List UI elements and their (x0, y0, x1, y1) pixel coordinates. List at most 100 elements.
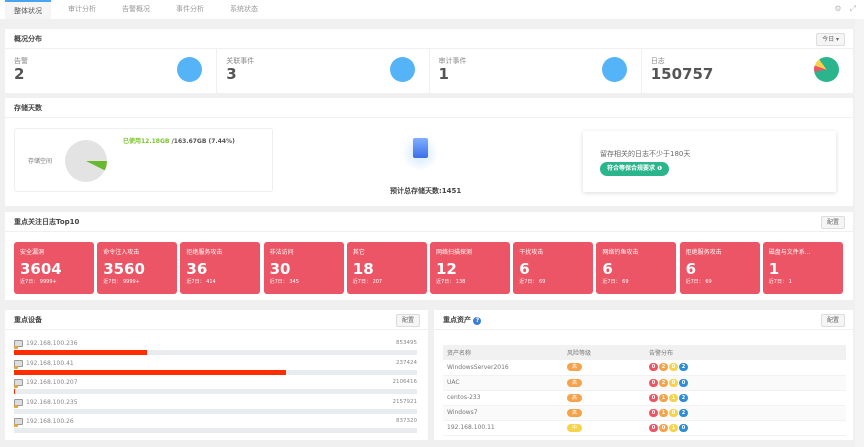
stat-value: 1 (438, 65, 449, 83)
tab-alerts[interactable]: 告警概况 (122, 5, 150, 13)
device-ip: 192.168.100.207 (26, 379, 78, 386)
alert-count-badge: 0 (669, 363, 678, 372)
alert-count-badge: 0 (649, 378, 658, 387)
table-row[interactable]: UAC 高 0 2 0 0 (443, 375, 846, 391)
overview-panel: 概况分布 今日 ▾ 告警 2 关联事件 3 审计事件 1 日志 150757 (5, 29, 853, 93)
column-header: 风险等级 (563, 345, 645, 360)
top10-card[interactable]: 命令注入攻击 3560 近7日： 9999+ (97, 242, 178, 294)
compliance-badge[interactable]: 符合等保合规要求 ❶ (600, 162, 670, 176)
stat-value: 2 (14, 65, 25, 83)
asset-name: 192.168.100.11 (443, 420, 563, 436)
tab-audit[interactable]: 审计分析 (68, 5, 96, 13)
alert-count-badge: 2 (679, 363, 688, 372)
pie-icon (177, 57, 203, 82)
expand-icon[interactable]: ⤢ (849, 4, 856, 13)
device-count: 237424 (396, 359, 417, 366)
table-row[interactable]: Windows7 高 0 1 0 2 (443, 405, 846, 421)
card-recent: 近7日： 414 (186, 279, 216, 285)
top10-card[interactable]: 磁盘与文件系... 1 近7日： 1 (762, 242, 843, 294)
top10-card[interactable]: 拒绝服务攻击 36 近7日： 414 (180, 242, 261, 294)
card-recent: 近7日： 69 (519, 279, 546, 285)
section-title: 重点资产 (443, 316, 471, 324)
card-value: 1 (768, 260, 780, 278)
stat-label: 审计事件 (438, 57, 467, 65)
card-recent: 近7日： 345 (269, 279, 299, 285)
table-row[interactable]: centos-233 高 0 1 1 2 (443, 390, 846, 406)
top10-card[interactable]: 干扰攻击 6 近7日： 69 (513, 242, 594, 294)
progress-track (14, 408, 417, 414)
retention-text: 留存相关的日志不少于180天 (600, 150, 691, 158)
tab-bar: 整体状况 审计分析 告警概况 事件分析 系统状态 (0, 0, 864, 19)
scrollbar[interactable] (855, 19, 864, 447)
asset-name: WindowsServer2016 (443, 360, 563, 376)
top10-card[interactable]: 网络钓鱼攻击 6 近7日： 69 (596, 242, 677, 294)
gear-icon[interactable]: ⚙ (834, 4, 842, 13)
card-value: 6 (519, 260, 530, 278)
top10-card[interactable]: 安全漏洞 3604 近7日： 9999+ (14, 242, 94, 294)
card-label: 安全漏洞 (20, 249, 45, 256)
assets-panel: 重点资产 ? 配置 资产名称 风险等级 告警分布 WindowsServer2016… (434, 310, 853, 440)
config-button[interactable]: 配置 (820, 314, 845, 327)
stat-audit-events[interactable]: 审计事件 1 (430, 49, 642, 93)
config-button[interactable]: 配置 (395, 314, 420, 327)
alert-count-badge: 0 (659, 423, 668, 432)
table-row[interactable]: 192.168.100.11 中 0 0 1 0 (443, 420, 846, 436)
tab-events[interactable]: 事件分析 (176, 5, 204, 13)
help-icon[interactable]: ? (473, 317, 482, 325)
pie-icon (814, 57, 839, 82)
top10-card[interactable]: 非法访问 30 近7日： 345 (263, 242, 344, 294)
device-icon (14, 398, 23, 408)
card-label: 非法访问 (269, 249, 294, 256)
alert-count-badge: 0 (649, 363, 658, 372)
stat-label: 日志 (650, 57, 665, 65)
device-row[interactable]: 192.168.100.235 2157921 (14, 398, 417, 418)
section-title: 存储天数 (14, 104, 42, 112)
device-count: 853495 (396, 340, 417, 346)
section-title: 重点设备 (14, 316, 42, 324)
range-dropdown[interactable]: 今日 ▾ (816, 33, 845, 46)
card-value: 36 (186, 260, 208, 278)
top10-card[interactable]: 拒绝服务攻击 6 近7日： 69 (679, 242, 760, 294)
risk-badge: 高 (567, 393, 582, 402)
device-row[interactable]: 192.168.100.41 237424 (14, 359, 417, 379)
tab-system[interactable]: 系统状态 (230, 5, 258, 13)
device-icon (14, 359, 23, 369)
assets-table: 资产名称 风险等级 告警分布 WindowsServer2016 高 0 2 0 2 UAC 高 0… (443, 345, 846, 436)
top10-card[interactable]: 网络扫描探测 12 近7日： 138 (430, 242, 510, 294)
stat-logs[interactable]: 日志 150757 (642, 49, 853, 93)
alert-count-badge: 1 (659, 408, 668, 417)
table-row[interactable]: WindowsServer2016 高 0 2 0 2 (443, 360, 846, 376)
tab-overall[interactable]: 整体状况 (5, 0, 51, 19)
device-icon (14, 418, 23, 427)
card-label: 拒绝服务攻击 (685, 249, 722, 256)
progress-track (14, 428, 417, 433)
asset-name: centos-233 (443, 390, 563, 406)
device-row[interactable]: 192.168.100.207 2106416 (14, 379, 417, 398)
stat-correlated-events[interactable]: 关联事件 3 (217, 49, 430, 93)
card-label: 拒绝服务攻击 (186, 249, 223, 256)
card-value: 6 (602, 260, 613, 278)
progress-track (14, 350, 417, 355)
alert-count-badge: 1 (659, 393, 668, 402)
stat-label: 告警 (14, 57, 28, 65)
device-row[interactable]: 192.168.100.26 837320 (14, 418, 417, 437)
alert-count-badge: 0 (669, 408, 678, 417)
card-value: 12 (436, 260, 457, 278)
config-button[interactable]: 配置 (820, 216, 845, 229)
stat-alerts[interactable]: 告警 2 (5, 49, 218, 93)
alert-count-badge: 0 (649, 408, 658, 417)
risk-badge: 高 (567, 378, 582, 387)
alert-count-badge: 0 (649, 423, 658, 432)
estimate-days: 预计总存储天数:1451 (390, 187, 462, 195)
alert-count-badge: 2 (659, 363, 668, 372)
card-label: 干扰攻击 (519, 249, 544, 256)
card-recent: 近7日： 69 (685, 279, 712, 285)
stat-value: 3 (226, 65, 237, 83)
top10-card[interactable]: 其它 18 近7日： 207 (346, 242, 427, 294)
alert-count-badge: 0 (649, 393, 658, 402)
alert-count-badge: 2 (679, 408, 688, 417)
device-ip: 192.168.100.236 (26, 340, 78, 347)
asset-name: Windows7 (443, 405, 563, 421)
progress-fill (14, 389, 16, 394)
device-row[interactable]: 192.168.100.236 853495 (14, 340, 417, 359)
